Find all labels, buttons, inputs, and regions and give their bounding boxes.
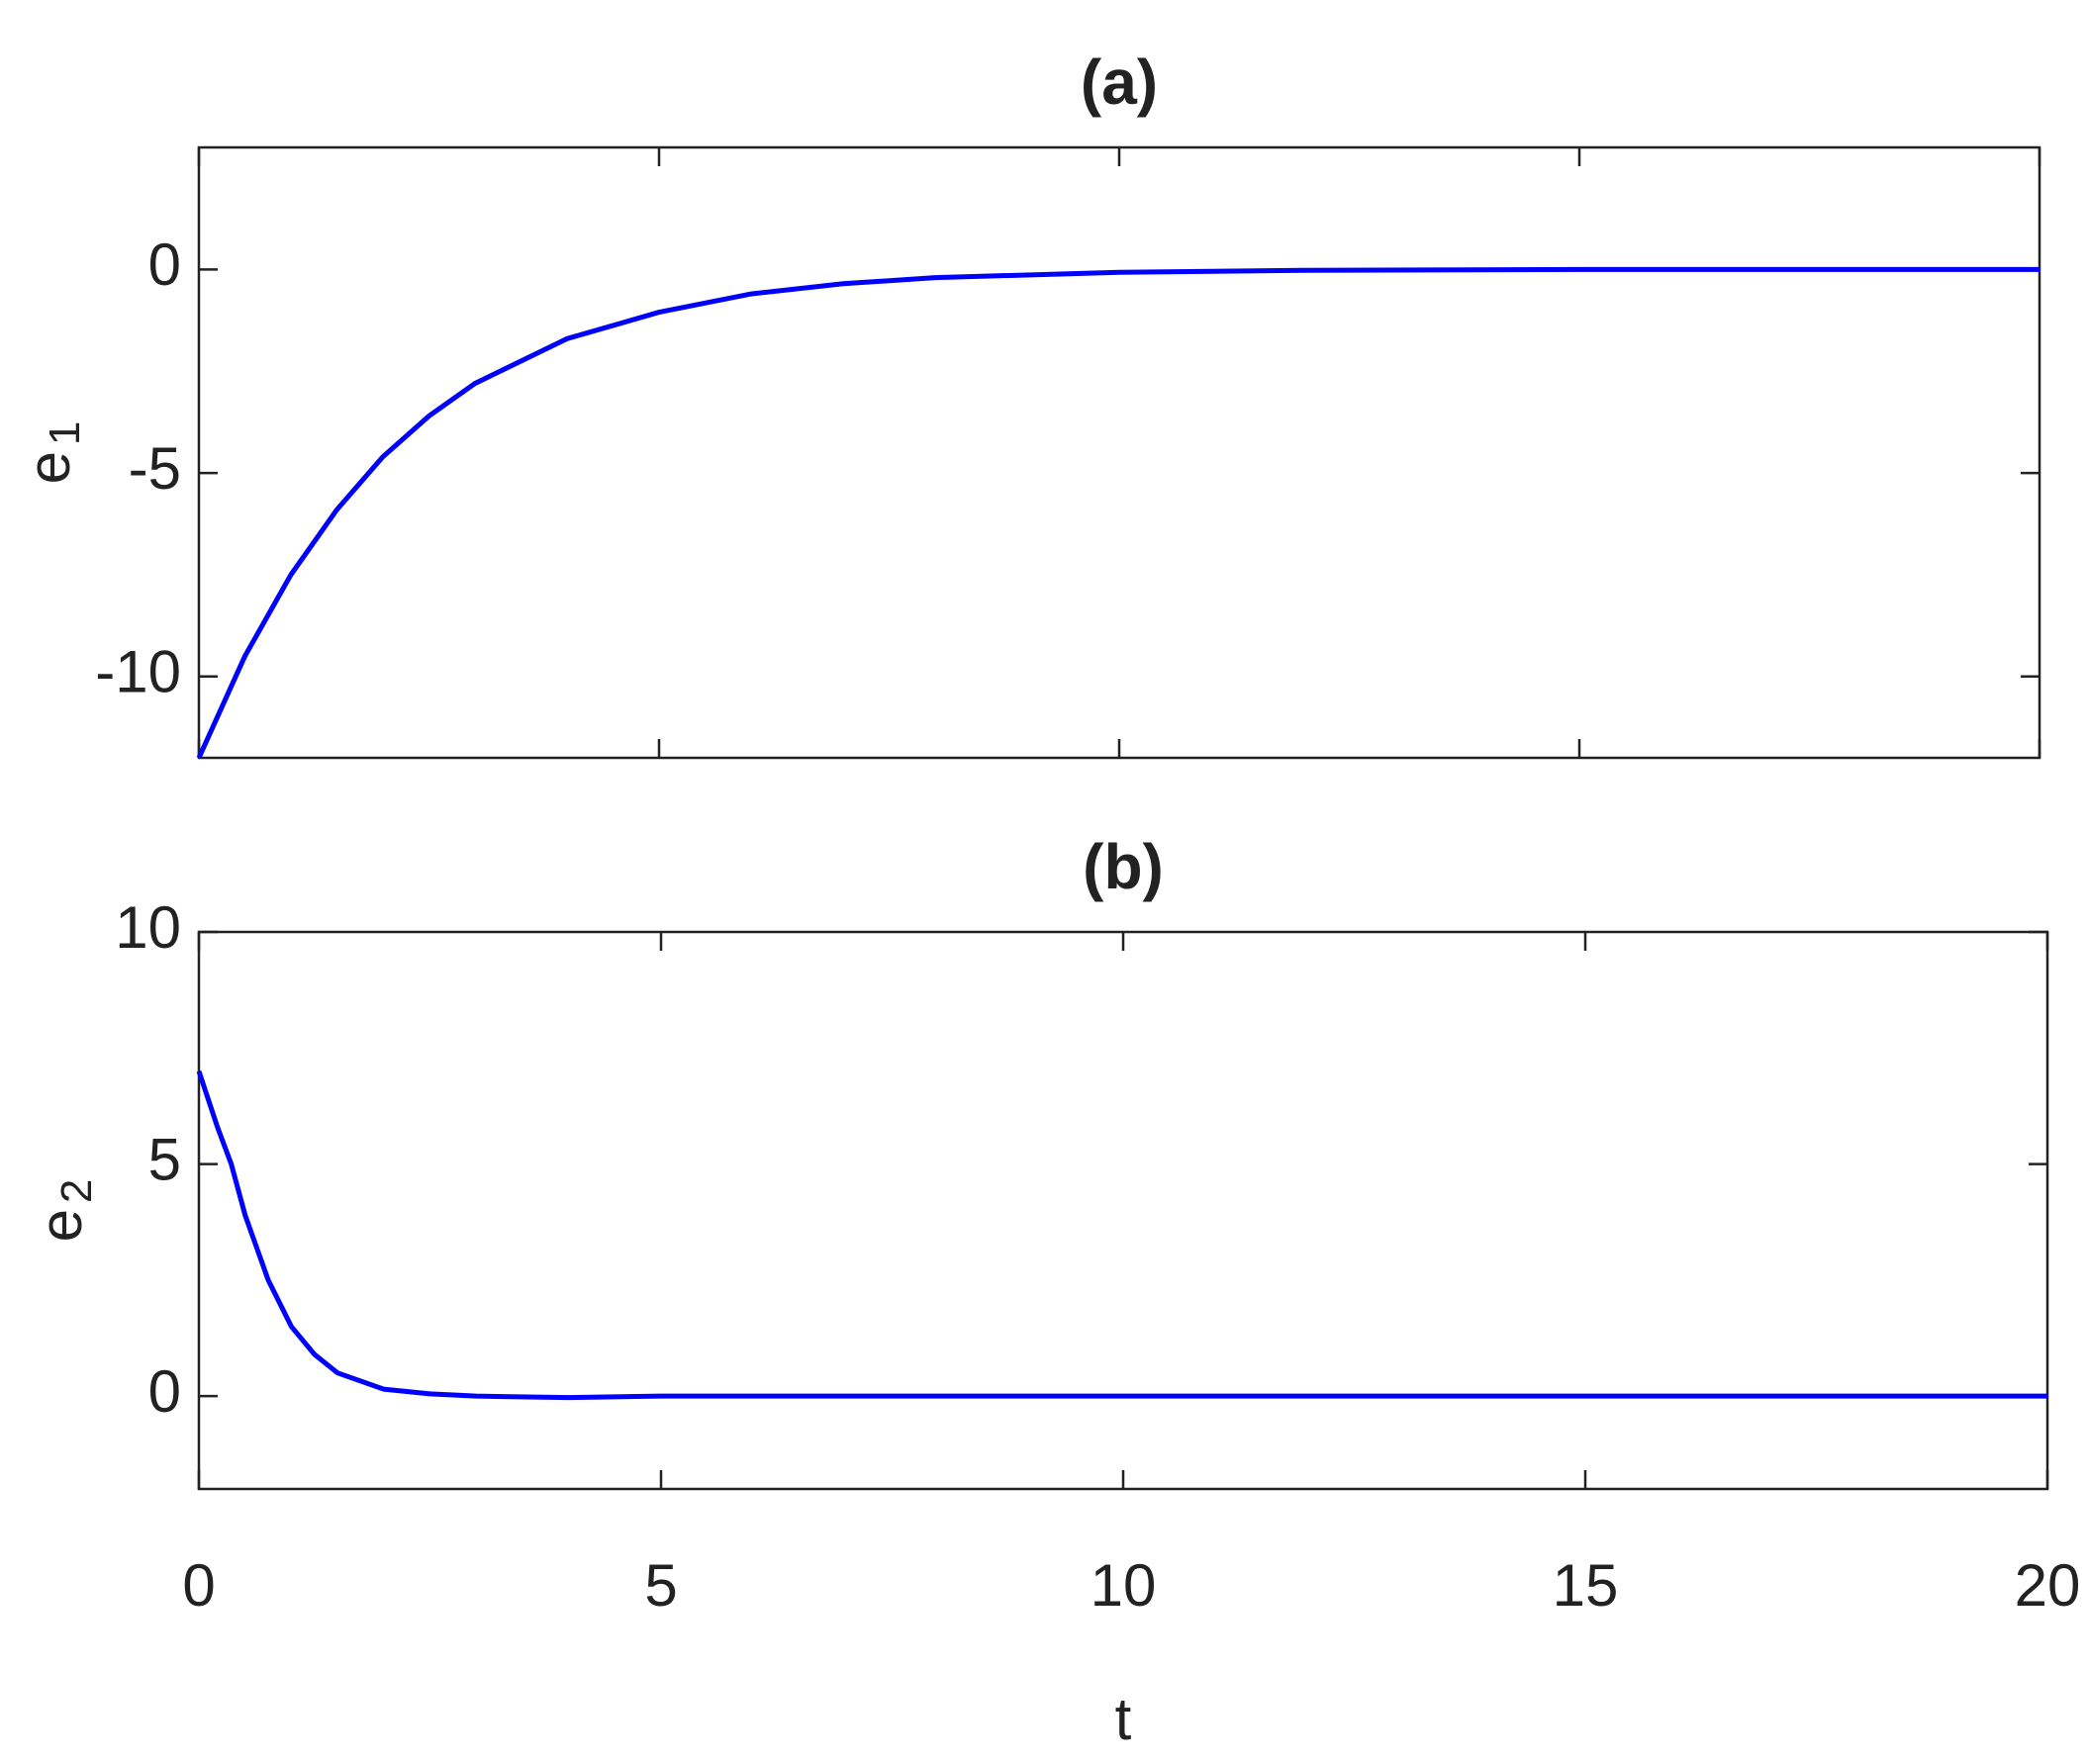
- y-label-subscript: 2: [52, 1179, 101, 1203]
- chart-title: (a): [1081, 46, 1158, 118]
- axes-box: [197, 145, 2041, 760]
- y-tick-label: 5: [148, 1126, 181, 1192]
- data-line: [196, 1069, 2047, 1401]
- data-line: [196, 266, 2040, 760]
- x-tick-label: 20: [2015, 1552, 2081, 1619]
- y-tick-label: -5: [129, 435, 181, 502]
- x-tick-label: 5: [644, 1552, 677, 1619]
- y-label-text: e: [28, 1209, 94, 1242]
- y-tick-label: 10: [115, 894, 181, 961]
- y-tick-label: 0: [148, 232, 181, 298]
- x-axis-label: t: [1115, 1686, 1132, 1752]
- x-tick-label: 15: [1553, 1552, 1619, 1619]
- x-tick-label: 0: [182, 1552, 215, 1619]
- chart-title: (b): [1083, 831, 1164, 902]
- y-axis-label: e1: [16, 421, 89, 485]
- axes-box: [197, 930, 2049, 1491]
- y-label-subscript: 1: [41, 421, 89, 445]
- x-tick-label: 10: [1091, 1552, 1157, 1619]
- y-axis-label: e2: [28, 1179, 101, 1243]
- y-tick-label: -10: [95, 639, 181, 705]
- y-label-text: e: [16, 451, 82, 484]
- y-tick-label: 0: [148, 1358, 181, 1425]
